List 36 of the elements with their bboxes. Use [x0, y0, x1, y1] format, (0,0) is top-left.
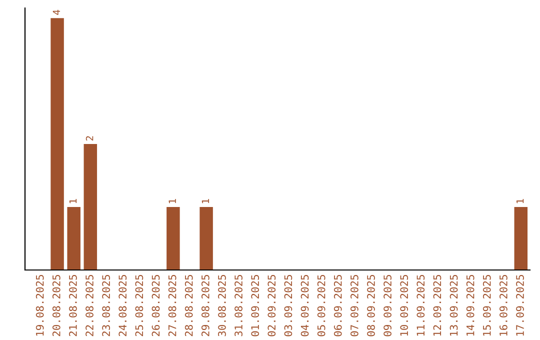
- x-tick-label: 10.09.2025: [400, 275, 408, 336]
- x-tick-label: 15.09.2025: [482, 275, 491, 336]
- x-tick-label: 17.09.2025: [516, 275, 524, 336]
- data-label: 1: [516, 199, 524, 204]
- x-tick-label: 11.09.2025: [416, 275, 425, 336]
- x-tick-label: 16.09.2025: [500, 275, 508, 336]
- x-tick-label: 01.09.2025: [251, 275, 260, 336]
- x-tick-label: 02.09.2025: [268, 275, 276, 336]
- x-tick-label: 24.08.2025: [118, 275, 127, 336]
- x-tick-label: 06.09.2025: [334, 275, 342, 336]
- x-tick-label: 23.08.2025: [102, 275, 110, 336]
- x-tick-label: 22.08.2025: [86, 275, 94, 336]
- x-tick-label: 05.09.2025: [317, 275, 326, 336]
- x-tick-label: 25.08.2025: [135, 275, 144, 336]
- x-tick-label: 12.09.2025: [433, 275, 442, 336]
- data-label: 2: [86, 136, 94, 141]
- data-label: 1: [168, 199, 176, 204]
- x-tick-label: 29.08.2025: [201, 275, 210, 336]
- x-tick-label: 27.08.2025: [168, 275, 176, 336]
- data-label: 4: [52, 10, 60, 15]
- x-tick-label: 19.08.2025: [36, 275, 44, 336]
- x-tick-label: 14.09.2025: [466, 275, 474, 336]
- x-tick-label: 31.08.2025: [234, 275, 242, 336]
- data-label: 1: [69, 199, 77, 204]
- x-tick-label: 09.09.2025: [384, 275, 392, 336]
- x-tick-label: 07.09.2025: [350, 275, 358, 336]
- x-tick-label: 30.08.2025: [218, 275, 226, 336]
- x-tick-label: 08.09.2025: [367, 275, 375, 336]
- data-label: 1: [202, 199, 210, 204]
- x-tick-label: 13.09.2025: [450, 275, 458, 336]
- x-tick-label: 28.08.2025: [184, 275, 193, 336]
- x-tick-label: 03.09.2025: [284, 275, 292, 336]
- x-tick-label: 26.08.2025: [152, 275, 160, 336]
- x-tick-label: 20.08.2025: [52, 275, 60, 336]
- x-tick-label: 21.08.2025: [69, 275, 77, 336]
- x-tick-label: 04.09.2025: [300, 275, 309, 336]
